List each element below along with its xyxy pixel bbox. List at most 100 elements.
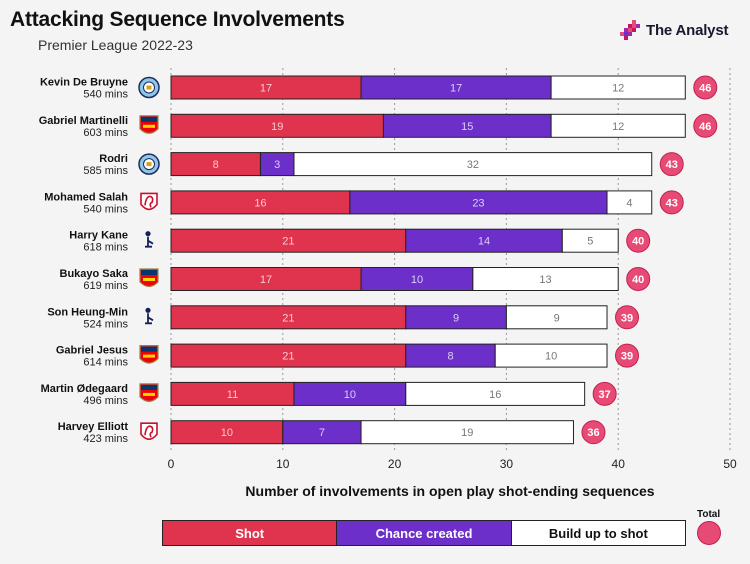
arsenal-badge-icon bbox=[139, 383, 159, 402]
bar-value-label: 21 bbox=[282, 236, 294, 248]
total-bubble bbox=[659, 152, 684, 177]
total-value-label: 46 bbox=[699, 121, 711, 133]
legend-chance-label: Chance created bbox=[375, 525, 473, 541]
total-bubble bbox=[693, 113, 718, 138]
bar-value-label: 11 bbox=[227, 389, 238, 401]
x-axis-label: Number of involvements in open play shot… bbox=[245, 483, 655, 499]
tottenham-badge-icon bbox=[145, 307, 154, 325]
x-tick-label: 30 bbox=[500, 457, 514, 471]
player-name: Son Heung-Min bbox=[47, 306, 128, 318]
player-minutes: 619 mins bbox=[83, 280, 128, 292]
bar-value-label: 10 bbox=[411, 274, 423, 286]
bar-value-label: 8 bbox=[447, 351, 453, 363]
arsenal-badge-icon bbox=[139, 345, 159, 364]
player-minutes: 524 mins bbox=[83, 318, 128, 330]
legend-shot: Shot bbox=[163, 521, 337, 545]
total-bubble bbox=[592, 381, 617, 406]
player-name: Mohamed Salah bbox=[44, 191, 128, 203]
total-value-label: 40 bbox=[632, 274, 644, 286]
bar-segment-build-up bbox=[550, 113, 686, 138]
legend-total-dot bbox=[697, 521, 721, 545]
bar-value-label: 4 bbox=[626, 197, 632, 209]
total-bubble bbox=[659, 190, 684, 215]
arsenal-badge-icon bbox=[139, 268, 159, 288]
bar-value-label: 16 bbox=[254, 197, 266, 209]
liverpool-badge-icon bbox=[140, 192, 158, 211]
bar-value-label: 10 bbox=[344, 389, 356, 401]
player-minutes: 540 mins bbox=[83, 203, 128, 215]
bar-value-label: 12 bbox=[612, 83, 624, 95]
total-value-label: 36 bbox=[587, 427, 599, 439]
bar-segment-build-up bbox=[550, 75, 686, 100]
bar-value-label: 23 bbox=[472, 197, 484, 209]
bar-value-label: 19 bbox=[271, 121, 283, 133]
man-city-badge-icon bbox=[138, 153, 160, 175]
player-name: Kevin De Bruyne bbox=[40, 77, 128, 89]
player-minutes: 540 mins bbox=[83, 89, 128, 101]
man-city-badge-icon bbox=[138, 76, 160, 99]
bar-value-label: 32 bbox=[467, 159, 479, 171]
total-bubble bbox=[615, 343, 640, 368]
x-tick-label: 20 bbox=[388, 457, 402, 471]
bar-segment-build-up bbox=[505, 305, 608, 330]
total-value-label: 40 bbox=[632, 236, 644, 248]
bar-value-label: 7 bbox=[319, 427, 325, 439]
bar-segment-build-up bbox=[472, 267, 619, 291]
bar-value-label: 3 bbox=[274, 159, 280, 171]
bar-value-label: 21 bbox=[282, 312, 294, 324]
bar-value-label: 17 bbox=[260, 274, 272, 286]
bar-segment-build-up bbox=[360, 420, 574, 445]
bar-value-label: 17 bbox=[260, 83, 272, 95]
bar-value-label: 5 bbox=[587, 236, 593, 248]
total-value-label: 37 bbox=[599, 389, 611, 401]
bar-value-label: 14 bbox=[478, 236, 490, 248]
legend-buildup-label: Build up to shot bbox=[548, 525, 648, 541]
player-name: Bukayo Saka bbox=[60, 268, 129, 280]
bar-value-label: 19 bbox=[461, 427, 473, 439]
total-value-label: 39 bbox=[621, 312, 633, 324]
player-name: Martin Ødegaard bbox=[41, 383, 128, 395]
bar-segment-build-up bbox=[494, 343, 608, 368]
x-tick-label: 10 bbox=[276, 457, 290, 471]
bar-segment-build-up bbox=[293, 152, 653, 177]
legend: Shot Chance created Build up to shot bbox=[162, 520, 686, 546]
total-bubble bbox=[693, 75, 718, 100]
total-value-label: 43 bbox=[666, 159, 678, 171]
legend-total-label: Total bbox=[697, 509, 721, 520]
bar-segment-build-up bbox=[606, 190, 653, 215]
player-name: Harry Kane bbox=[69, 230, 128, 242]
player-minutes: 585 mins bbox=[83, 165, 128, 177]
bar-value-label: 10 bbox=[545, 351, 557, 363]
player-name: Gabriel Jesus bbox=[56, 345, 128, 357]
tottenham-badge-icon bbox=[145, 231, 154, 248]
legend-build-up: Build up to shot bbox=[510, 521, 685, 545]
bar-segment-build-up bbox=[405, 381, 586, 406]
total-bubble bbox=[581, 420, 606, 445]
player-minutes: 618 mins bbox=[83, 242, 128, 254]
total-value-label: 39 bbox=[621, 351, 633, 363]
player-minutes: 423 mins bbox=[83, 433, 128, 445]
bar-value-label: 13 bbox=[539, 274, 551, 286]
liverpool-badge-icon bbox=[140, 422, 158, 440]
total-bubble bbox=[626, 228, 651, 253]
bar-value-label: 17 bbox=[450, 83, 462, 95]
x-tick-label: 50 bbox=[723, 457, 737, 471]
bar-value-label: 9 bbox=[453, 312, 459, 324]
bar-value-label: 9 bbox=[554, 312, 560, 324]
bar-value-label: 21 bbox=[282, 351, 294, 363]
total-value-label: 46 bbox=[699, 83, 711, 95]
x-tick-label: 40 bbox=[612, 457, 626, 471]
player-minutes: 603 mins bbox=[83, 127, 128, 139]
player-name: Rodri bbox=[99, 153, 128, 165]
bar-value-label: 10 bbox=[221, 427, 233, 439]
bar-value-label: 8 bbox=[213, 159, 219, 171]
brand-logo: The Analyst bbox=[620, 20, 728, 40]
bar-value-label: 12 bbox=[612, 121, 624, 133]
total-bubble bbox=[626, 267, 651, 291]
player-name: Gabriel Martinelli bbox=[39, 115, 128, 127]
bar-value-label: 15 bbox=[461, 121, 473, 133]
total-value-label: 43 bbox=[666, 197, 678, 209]
chart-subtitle: Premier League 2022-23 bbox=[38, 37, 193, 53]
analyst-logo-icon bbox=[620, 20, 640, 40]
